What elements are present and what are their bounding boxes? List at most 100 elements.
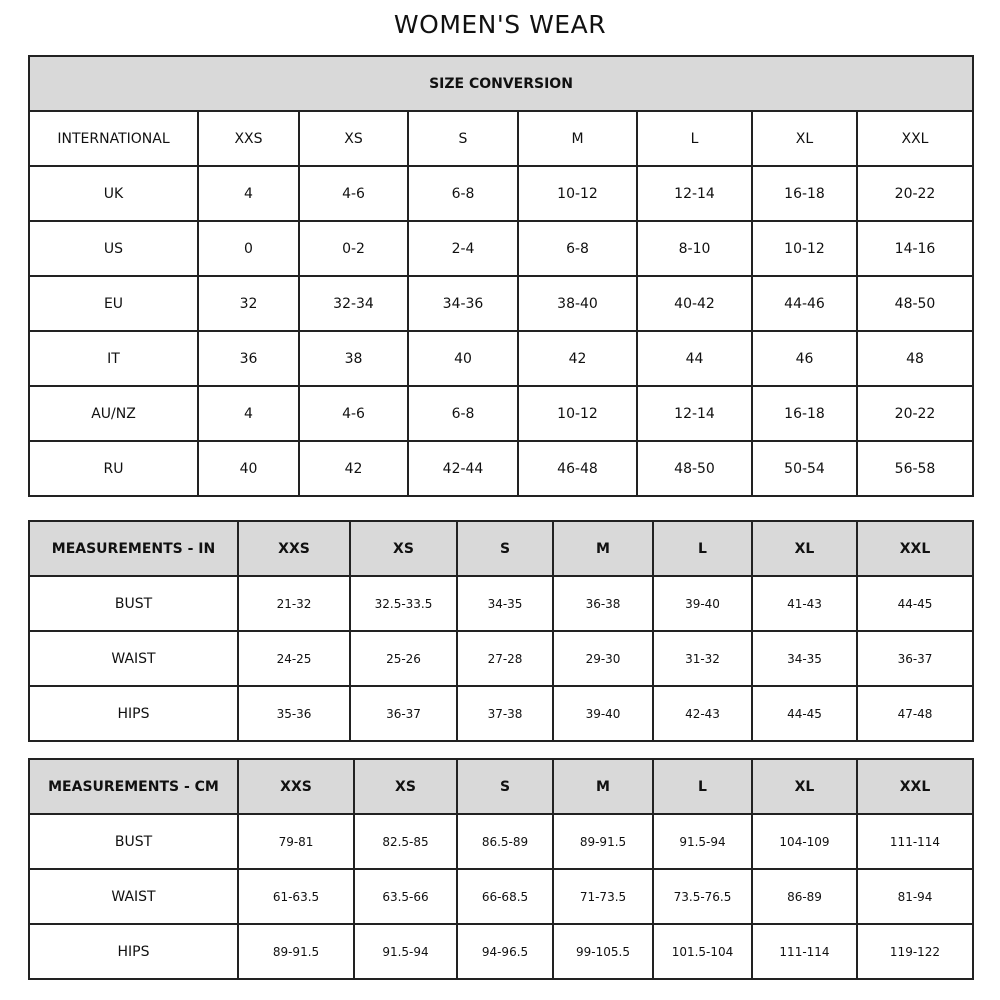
table-cell: 40: [197, 440, 300, 497]
table-row: WAIST 61-63.5 63.5-66 66-68.5 71-73.5 73.5-76…: [28, 868, 974, 925]
table-cell: 0-2: [298, 220, 409, 277]
table-cell: 46: [751, 330, 858, 387]
table-cell: 4: [197, 385, 300, 442]
table-cell: 73.5-76.5: [652, 868, 753, 925]
table-row: IT 36 38 40 42 44 46 48: [28, 330, 974, 387]
table-cell: 99-105.5: [552, 923, 654, 980]
column-header: L: [636, 110, 753, 167]
row-label: BUST: [28, 575, 239, 632]
row-label: UK: [28, 165, 199, 222]
table-cell: 36: [197, 330, 300, 387]
column-header: S: [456, 758, 554, 815]
table-row: RU 40 42 42-44 46-48 48-50 50-54 56-58: [28, 440, 974, 497]
column-header: L: [652, 758, 753, 815]
table-cell: 119-122: [856, 923, 974, 980]
column-header: XXS: [197, 110, 300, 167]
table-cell: 48: [856, 330, 974, 387]
table-cell: 91.5-94: [652, 813, 753, 870]
table-cell: 34-35: [751, 630, 858, 687]
table-cell: 94-96.5: [456, 923, 554, 980]
row-label: HIPS: [28, 685, 239, 742]
table-cell: 6-8: [407, 385, 519, 442]
table-cell: 34-36: [407, 275, 519, 332]
row-label: WAIST: [28, 868, 239, 925]
table-cell: 63.5-66: [353, 868, 458, 925]
row-label: HIPS: [28, 923, 239, 980]
column-header: XXS: [237, 520, 351, 577]
table-cell: 10-12: [517, 385, 638, 442]
column-header: L: [652, 520, 753, 577]
table-cell: 47-48: [856, 685, 974, 742]
table-cell: 35-36: [237, 685, 351, 742]
table-cell: 20-22: [856, 165, 974, 222]
column-header: XXL: [856, 520, 974, 577]
table-cell: 44: [636, 330, 753, 387]
column-header: INTERNATIONAL: [28, 110, 199, 167]
table-cell: 4-6: [298, 165, 409, 222]
table-cell: 6-8: [517, 220, 638, 277]
column-header: XS: [298, 110, 409, 167]
table-cell: 86-89: [751, 868, 858, 925]
row-label: US: [28, 220, 199, 277]
column-header: XXS: [237, 758, 355, 815]
size-conversion-table: SIZE CONVERSION INTERNATIONAL XXS XS S M L XL X…: [28, 55, 974, 497]
table-row: US 0 0-2 2-4 6-8 8-10 10-12 14-16: [28, 220, 974, 277]
table-cell: 21-32: [237, 575, 351, 632]
table-cell: 38: [298, 330, 409, 387]
column-header: XS: [349, 520, 458, 577]
table-cell: 4: [197, 165, 300, 222]
table-cell: 16-18: [751, 385, 858, 442]
table-cell: 56-58: [856, 440, 974, 497]
table-cell: 50-54: [751, 440, 858, 497]
row-label: AU/NZ: [28, 385, 199, 442]
table-cell: 12-14: [636, 165, 753, 222]
table-cell: 71-73.5: [552, 868, 654, 925]
column-header: MEASUREMENTS - IN: [28, 520, 239, 577]
row-label: RU: [28, 440, 199, 497]
table-cell: 79-81: [237, 813, 355, 870]
table-row: HIPS 89-91.5 91.5-94 94-96.5 99-105.5 101.5-1…: [28, 923, 974, 980]
table-cell: 32-34: [298, 275, 409, 332]
table-cell: 20-22: [856, 385, 974, 442]
table-cell: 27-28: [456, 630, 554, 687]
table-row: WAIST 24-25 25-26 27-28 29-30 31-32 34-35 36-37: [28, 630, 974, 687]
table-cell: 38-40: [517, 275, 638, 332]
column-header: XL: [751, 520, 858, 577]
table-cell: 12-14: [636, 385, 753, 442]
table-cell: 101.5-104: [652, 923, 753, 980]
table-cell: 91.5-94: [353, 923, 458, 980]
table-row: UK 4 4-6 6-8 10-12 12-14 16-18 20-22: [28, 165, 974, 222]
column-header: XS: [353, 758, 458, 815]
column-header: M: [517, 110, 638, 167]
table-cell: 89-91.5: [237, 923, 355, 980]
column-header: S: [407, 110, 519, 167]
table-cell: 24-25: [237, 630, 351, 687]
table-cell: 39-40: [552, 685, 654, 742]
column-header: MEASUREMENTS - CM: [28, 758, 239, 815]
table-cell: 36-37: [349, 685, 458, 742]
table-cell: 2-4: [407, 220, 519, 277]
table-cell: 104-109: [751, 813, 858, 870]
column-header: XXL: [856, 110, 974, 167]
column-header: S: [456, 520, 554, 577]
page-title: WOMEN'S WEAR: [393, 10, 607, 39]
header-row: MEASUREMENTS - CM XXS XS S M L XL XXL: [28, 758, 974, 815]
table-cell: 8-10: [636, 220, 753, 277]
table-cell: 66-68.5: [456, 868, 554, 925]
table-row: AU/NZ 4 4-6 6-8 10-12 12-14 16-18 20-22: [28, 385, 974, 442]
table-cell: 44-46: [751, 275, 858, 332]
table-cell: 29-30: [552, 630, 654, 687]
table-cell: 40-42: [636, 275, 753, 332]
table-cell: 10-12: [751, 220, 858, 277]
table-cell: 111-114: [856, 813, 974, 870]
table-cell: 32: [197, 275, 300, 332]
table-heading: SIZE CONVERSION: [28, 55, 974, 112]
row-label: BUST: [28, 813, 239, 870]
table-cell: 44-45: [856, 575, 974, 632]
table-row: HIPS 35-36 36-37 37-38 39-40 42-43 44-45 47-48: [28, 685, 974, 742]
column-header: M: [552, 758, 654, 815]
table-cell: 41-43: [751, 575, 858, 632]
table-cell: 36-38: [552, 575, 654, 632]
column-header: XL: [751, 758, 858, 815]
column-header: M: [552, 520, 654, 577]
